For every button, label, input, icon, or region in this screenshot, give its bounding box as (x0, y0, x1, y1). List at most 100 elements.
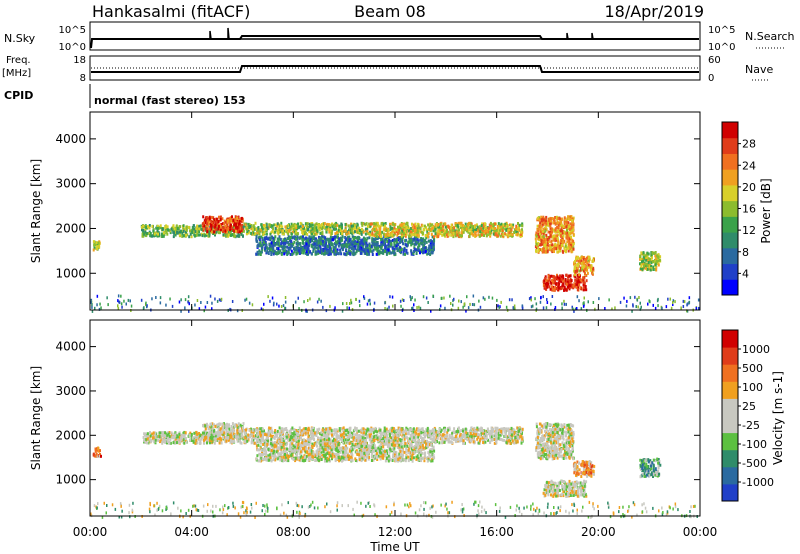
ground-cell (686, 302, 689, 306)
ground-cell (551, 295, 554, 298)
range-cell (205, 216, 208, 219)
ground-cell (669, 297, 671, 301)
range-cell (226, 433, 229, 437)
range-cell (500, 233, 503, 237)
colorbar-tick-label: 16 (742, 203, 756, 216)
range-cell (279, 237, 282, 241)
range-cell (329, 249, 332, 253)
range-cell (428, 239, 431, 243)
range-cell (202, 435, 205, 439)
range-cell (490, 226, 493, 230)
range-cell (208, 441, 211, 445)
range-cell (296, 240, 299, 244)
range-cell (201, 228, 204, 231)
range-cell (427, 252, 430, 256)
range-cell (515, 230, 518, 234)
ground-cell (488, 295, 490, 299)
range-cell (286, 245, 289, 249)
range-cell (241, 219, 244, 223)
range-cell (376, 243, 379, 247)
range-cell (309, 236, 312, 240)
range-cell (464, 228, 467, 232)
range-cell (567, 278, 569, 282)
range-cell (214, 425, 217, 428)
range-cell (478, 227, 481, 231)
range-cell (377, 249, 380, 253)
range-cell (483, 438, 486, 442)
range-cell (554, 242, 557, 246)
range-cell (338, 224, 341, 228)
range-cell (553, 281, 555, 285)
range-cell (419, 238, 422, 242)
range-cell (302, 241, 305, 245)
range-cell (325, 228, 328, 232)
ground-cell (425, 296, 428, 300)
nave-tick-bottom: 0 (708, 73, 714, 84)
range-cell (295, 232, 298, 236)
ground-cell (576, 307, 578, 310)
range-cell (536, 224, 539, 228)
range-cell (642, 259, 644, 263)
range-cell (578, 273, 581, 277)
ground-cell (159, 301, 162, 305)
range-cell (219, 434, 222, 437)
range-cell (391, 246, 394, 250)
range-cell (558, 231, 561, 235)
range-cell (554, 230, 557, 234)
ground-cell (497, 304, 499, 308)
ground-cell (120, 294, 122, 298)
range-cell (567, 221, 570, 225)
range-cell (393, 247, 396, 251)
ground-cell (640, 305, 642, 309)
colorbar-segment (722, 200, 738, 217)
range-cell (452, 235, 455, 239)
range-cell (322, 249, 325, 253)
range-cell (391, 250, 394, 254)
range-cell (222, 436, 225, 439)
range-tick-label: 2000 (55, 221, 86, 235)
range-cell (639, 266, 642, 270)
range-cell (521, 222, 524, 226)
range-cell (198, 436, 200, 440)
ground-cell (479, 305, 482, 309)
ground-cell (345, 302, 348, 305)
range-cell (393, 251, 396, 255)
range-cell (151, 436, 154, 440)
range-cell (161, 228, 164, 231)
range-cell (546, 237, 549, 241)
range-cell (270, 244, 273, 248)
range-cell (241, 228, 244, 232)
nave-label: Nave (745, 63, 773, 76)
range-cell (269, 248, 272, 252)
range-cell (544, 229, 547, 233)
range-cell (645, 264, 648, 268)
range-cell (505, 228, 508, 232)
range-cell (544, 276, 547, 280)
range-cell (654, 263, 657, 267)
range-cell (390, 251, 393, 255)
range-cell (283, 246, 286, 249)
ground-cell (498, 305, 500, 309)
range-cell (576, 269, 579, 273)
range-cell (147, 437, 149, 441)
range-cell (166, 232, 169, 236)
range-cell (273, 223, 276, 227)
ground-cell (583, 301, 585, 305)
ground-cell (276, 302, 278, 306)
range-cell (213, 435, 216, 439)
range-cell (518, 226, 520, 230)
range-cell (550, 281, 553, 285)
range-cell (432, 249, 435, 253)
range-cell (547, 230, 550, 234)
range-cell (294, 232, 297, 236)
range-cell (458, 439, 461, 443)
range-cell (444, 225, 447, 229)
range-cell (413, 243, 416, 247)
ground-cell (106, 296, 108, 300)
ground-cell (430, 309, 432, 313)
range-cell (414, 233, 417, 237)
range-cell (282, 229, 285, 233)
range-cell (535, 240, 538, 244)
range-cell (253, 227, 256, 231)
range-cell (156, 226, 159, 230)
